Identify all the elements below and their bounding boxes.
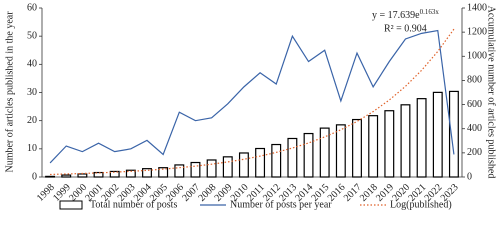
y-tick-label: 0 — [32, 171, 37, 182]
legend-label: Total number of posts — [90, 199, 177, 210]
y2-tick-label: 1000 — [467, 51, 487, 62]
r-squared: R² = 0.904 — [384, 23, 427, 34]
y-tick-label: 10 — [27, 143, 37, 154]
bar — [448, 90, 459, 178]
bar — [93, 171, 104, 178]
bar — [190, 161, 201, 178]
bar — [303, 132, 314, 178]
trend-line — [50, 28, 455, 176]
y2-tick-label: 800 — [467, 75, 482, 86]
bar — [142, 168, 152, 178]
bar — [271, 143, 282, 178]
bar — [77, 173, 88, 178]
y2-tick-label: 400 — [467, 123, 482, 134]
bar — [384, 110, 395, 178]
y2-tick-label: 0 — [467, 171, 472, 182]
bar — [238, 152, 249, 178]
equation: y = 17.639e0.163x — [372, 8, 439, 22]
y-tick-label: 40 — [27, 59, 37, 70]
y2-tick-label: 600 — [467, 99, 482, 110]
bar — [416, 98, 427, 178]
bar — [45, 175, 56, 178]
y2-axis-title: Accumulative number of articles publishe… — [486, 6, 497, 179]
y-tick-label: 30 — [27, 87, 37, 98]
bar — [206, 159, 217, 178]
equation-exponent: 0.163x — [420, 8, 440, 16]
legend-label: Log(published) — [390, 199, 452, 210]
y-tick-label: 50 — [27, 30, 37, 41]
bar — [125, 169, 136, 178]
bar — [222, 156, 233, 178]
bar — [335, 124, 346, 178]
bar — [109, 170, 120, 178]
y-axis-title: Number of articles published in the year — [4, 11, 15, 173]
chart: Number of articles published in the year… — [4, 2, 497, 210]
bar — [400, 104, 411, 178]
y-tick-label: 60 — [27, 2, 37, 13]
bar — [368, 115, 379, 178]
equation-base: y = 17.639e — [372, 10, 420, 21]
bar — [61, 174, 72, 178]
legend-label: Number of posts per year — [230, 199, 332, 210]
y2-tick-label: 200 — [467, 147, 482, 158]
bar — [287, 137, 298, 178]
y2-tick-label: 1200 — [467, 26, 487, 37]
line — [49, 29, 455, 164]
bar — [352, 118, 362, 178]
y2-tick-label: 1400 — [467, 2, 487, 13]
bar — [319, 127, 330, 178]
bar — [158, 167, 169, 178]
y-tick-label: 20 — [27, 115, 37, 126]
legend-swatch — [59, 200, 83, 210]
bar — [255, 147, 266, 178]
bar — [174, 164, 185, 178]
bar — [432, 91, 443, 178]
